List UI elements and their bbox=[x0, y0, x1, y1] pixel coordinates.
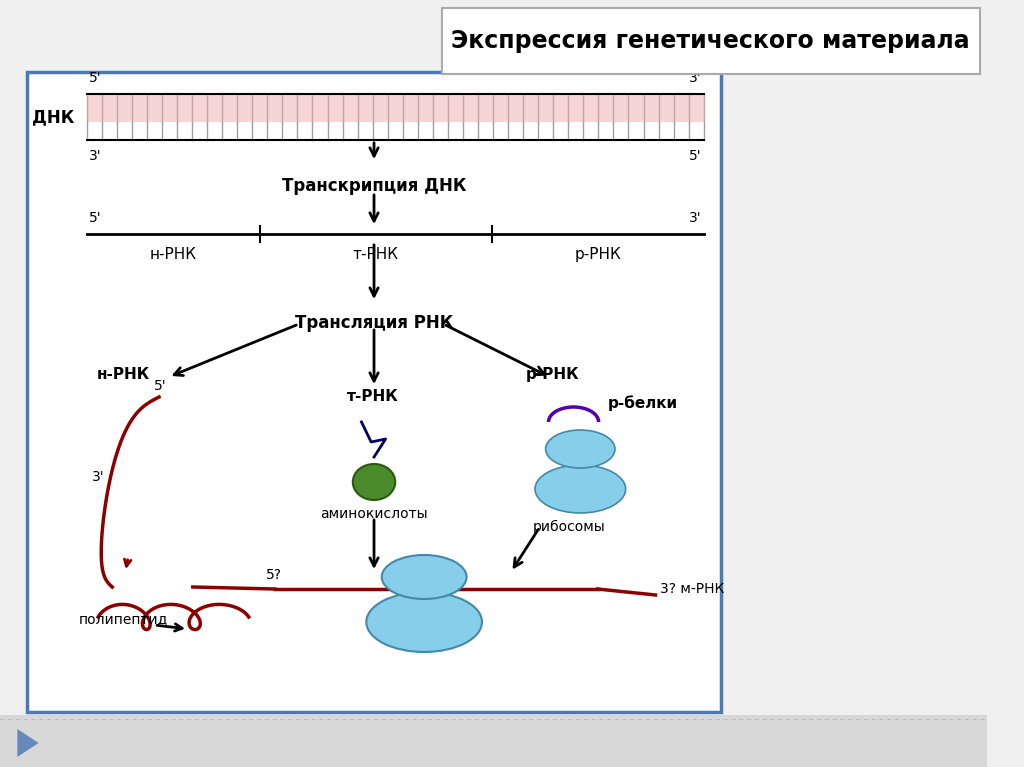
Text: 5': 5' bbox=[689, 149, 701, 163]
Text: 5': 5' bbox=[89, 71, 101, 85]
Text: 5?: 5? bbox=[265, 568, 282, 582]
Text: н-РНК: н-РНК bbox=[150, 247, 197, 262]
Text: ДНК: ДНК bbox=[32, 108, 74, 126]
Ellipse shape bbox=[546, 430, 615, 468]
Text: р-белки: р-белки bbox=[607, 395, 678, 411]
Ellipse shape bbox=[367, 592, 482, 652]
FancyBboxPatch shape bbox=[27, 72, 721, 712]
Text: 3': 3' bbox=[689, 71, 701, 85]
Polygon shape bbox=[17, 729, 39, 757]
Text: аминокислоты: аминокислоты bbox=[321, 507, 428, 521]
Text: 3': 3' bbox=[91, 470, 104, 484]
Text: рибосомы: рибосомы bbox=[532, 520, 605, 534]
Text: Трансляция РНК: Трансляция РНК bbox=[295, 314, 454, 332]
Bar bbox=[0, 715, 987, 767]
Ellipse shape bbox=[353, 464, 395, 500]
Text: н-РНК: н-РНК bbox=[96, 367, 150, 382]
Bar bbox=[87, 94, 703, 122]
Text: р-РНК: р-РНК bbox=[574, 247, 621, 262]
Text: полипептид: полипептид bbox=[79, 612, 168, 626]
Text: 3? м-РНК: 3? м-РНК bbox=[660, 582, 725, 596]
Text: 3': 3' bbox=[89, 149, 101, 163]
FancyBboxPatch shape bbox=[441, 8, 980, 74]
Text: Транскрипция ДНК: Транскрипция ДНК bbox=[282, 177, 466, 195]
Text: 3': 3' bbox=[689, 211, 701, 225]
Ellipse shape bbox=[382, 555, 467, 599]
Text: р-РНК: р-РНК bbox=[525, 367, 579, 382]
Text: т-РНК: т-РНК bbox=[347, 389, 398, 404]
Text: Экспрессия генетического материала: Экспрессия генетического материала bbox=[452, 29, 970, 53]
Text: т-РНК: т-РНК bbox=[353, 247, 399, 262]
Text: 5': 5' bbox=[155, 379, 167, 393]
Text: 5': 5' bbox=[89, 211, 101, 225]
Ellipse shape bbox=[535, 465, 626, 513]
